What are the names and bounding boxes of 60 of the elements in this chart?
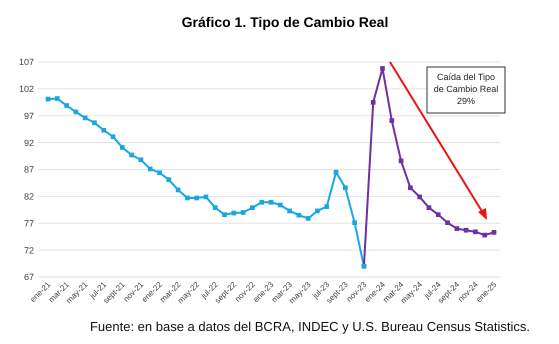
point: [370, 100, 376, 105]
y-tick-label: 97: [24, 110, 34, 121]
point: [287, 208, 292, 214]
point: [315, 208, 320, 214]
point: [185, 196, 190, 200]
point: [110, 134, 116, 140]
point: [120, 145, 125, 150]
point: [166, 177, 172, 182]
point: [352, 220, 357, 226]
point: [46, 96, 50, 102]
point: [101, 128, 106, 133]
source-note: Fuente: en base a datos del BCRA, INDEC y U.S. Bureau Census Statistics.: [90, 319, 530, 334]
point: [342, 185, 348, 190]
point: [426, 205, 432, 210]
point: [138, 157, 144, 162]
point: [398, 158, 404, 164]
point: [380, 66, 385, 71]
y-tick-label: 72: [24, 245, 34, 256]
point: [74, 110, 78, 114]
point: [417, 194, 422, 200]
point: [129, 152, 134, 158]
point: [268, 200, 274, 205]
point: [259, 200, 264, 205]
point: [436, 212, 441, 217]
annotation: Caída del Tipo de Cambio Real 29%: [434, 72, 498, 106]
point: [157, 170, 162, 176]
y-tick-label: 87: [24, 164, 34, 175]
y-tick-label: 67: [24, 272, 34, 282]
point: [240, 210, 246, 215]
point: [296, 212, 302, 218]
chart-title: Gráfico 1. Tipo de Cambio Real: [182, 14, 388, 30]
point: [250, 205, 255, 210]
point: [231, 210, 236, 216]
point: [176, 188, 180, 192]
y-tick-label: 102: [18, 84, 34, 94]
point: [473, 230, 478, 234]
point: [194, 196, 200, 200]
point: [204, 194, 208, 200]
point: [334, 170, 338, 175]
point: [306, 216, 311, 221]
point: [408, 185, 413, 190]
point: [464, 228, 468, 233]
point: [82, 116, 88, 120]
point: [64, 103, 69, 108]
point: [389, 118, 394, 123]
point: [212, 205, 218, 210]
point: [492, 230, 496, 235]
point: [445, 220, 450, 226]
point: [454, 226, 460, 231]
y-tick-label: 107: [18, 57, 34, 68]
point: [324, 204, 330, 209]
point: [222, 212, 227, 217]
point: [278, 202, 283, 208]
y-tick-label: 77: [24, 218, 34, 228]
point: [54, 96, 60, 101]
y-tick-label: 92: [24, 138, 34, 148]
point: [482, 232, 488, 238]
point: [148, 166, 153, 172]
point: [92, 120, 97, 126]
y-tick-label: 82: [24, 192, 34, 202]
